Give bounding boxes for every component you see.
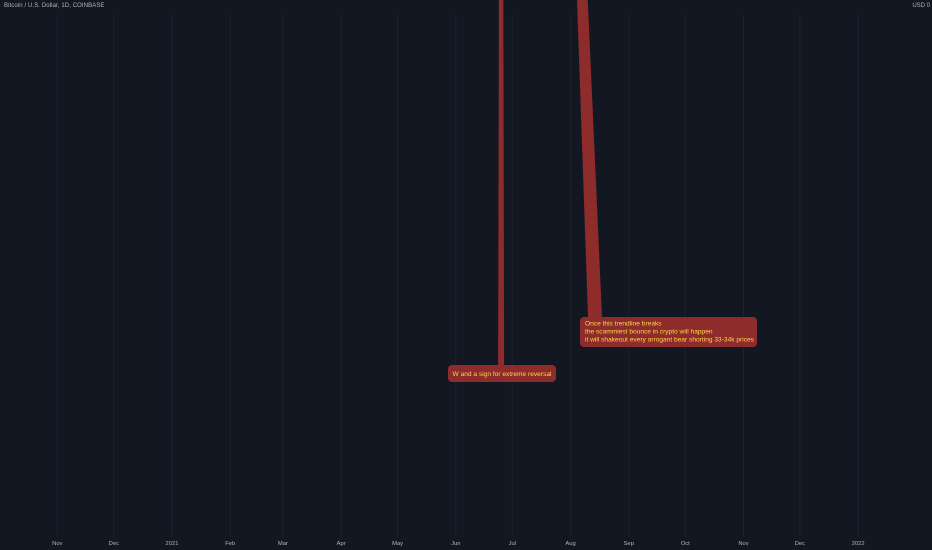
x-tick-label: Aug <box>565 541 575 547</box>
note-2-box <box>448 365 556 382</box>
note-1-box <box>580 317 757 347</box>
grid-lines <box>56 14 859 537</box>
x-tick-label: Oct <box>681 541 690 547</box>
chart-title: Bitcoin / U.S. Dollar, 1D, COINBASE <box>4 3 105 9</box>
note-1-line-2: it will shakeout every arrogant bear sho… <box>585 337 755 344</box>
note-2-line-0: W and a sign for extreme reversal <box>453 371 552 378</box>
note-1-pointer <box>577 0 602 317</box>
currency-label[interactable]: USD 0 <box>912 3 930 9</box>
x-tick-label: Nov <box>738 541 748 547</box>
note-2-pointer <box>498 0 505 365</box>
x-tick-label: Nov <box>52 541 62 547</box>
x-tick-label: Jun <box>451 541 460 547</box>
x-tick-label: May <box>392 541 403 547</box>
currency-suffix: 0 <box>926 3 930 9</box>
x-tick-label: 2021 <box>166 541 179 547</box>
x-tick-label: Sep <box>624 541 634 547</box>
x-tick-label: Mar <box>278 541 288 547</box>
x-tick-label: Feb <box>225 541 235 547</box>
time-axis[interactable]: Nov Dec 2021 Feb Mar Apr May Jun Jul Aug Sep Oct Nov… <box>52 541 864 547</box>
note-1-line-1: the scammiest bounce in crypto will happ… <box>585 329 713 336</box>
x-tick-label: Apr <box>337 541 346 547</box>
currency-code: USD <box>912 3 925 9</box>
x-tick-label: 2022 <box>852 541 865 547</box>
note-1-line-0: Once this trendline breaks <box>585 321 662 328</box>
x-tick-label: Dec <box>109 541 119 547</box>
x-tick-label: Jul <box>509 541 516 547</box>
x-tick-label: Dec <box>795 541 805 547</box>
